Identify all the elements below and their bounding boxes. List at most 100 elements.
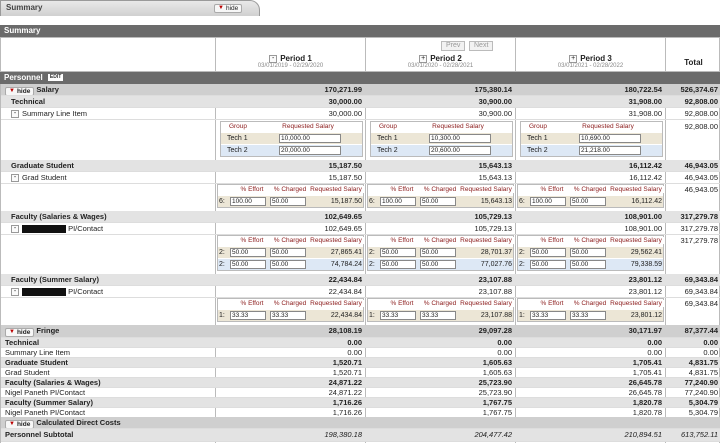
period-1-toggle[interactable]: -: [269, 55, 278, 64]
fringe-row: ▼ hide Fringe 28,108.19 29,097.28 30,171.…: [1, 325, 720, 338]
tech-subtable-p1: Group Requested Salary Tech 1 Tech 2 10,…: [220, 121, 363, 157]
charged-input[interactable]: 50.00: [270, 197, 306, 206]
fringe-cell: 1,820.78: [632, 408, 662, 417]
triangle-down-icon: ▼: [9, 421, 15, 427]
charged-input[interactable]: 50.00: [570, 248, 606, 257]
period-header: Prev Next - Period 1 03/01/2019 - 02/29/2…: [0, 37, 720, 73]
fringe-cell: 1,716.26: [332, 408, 362, 417]
charged-input[interactable]: 50.00: [420, 248, 456, 257]
fringe-cell: 25,723.90: [478, 388, 512, 397]
faculty-line-toggle[interactable]: -: [11, 225, 19, 234]
effort-input[interactable]: 50.00: [530, 260, 566, 269]
fringe-item-row: Faculty (Summer Salary) 1,716.26 1,767.75 1…: [1, 398, 720, 408]
fringe-cell: 1,767.75: [482, 408, 512, 417]
fringe-cell: Summary Line Item: [5, 348, 71, 357]
total-header: Total: [684, 58, 703, 67]
faculty-effort-p3: % Effort % Charged Requested Salary 2: 5…: [517, 235, 664, 271]
tech2-salary-input[interactable]: 21,218.00: [579, 146, 641, 155]
charged-input[interactable]: 50.00: [420, 260, 456, 269]
fringe-cell: 4,831.75: [688, 358, 718, 367]
fringe-cell: 1,520.71: [332, 358, 362, 367]
fringe-cell: 5,304.79: [688, 408, 718, 417]
effort-input[interactable]: 100.00: [230, 197, 266, 206]
cdc-hide-button[interactable]: ▼ hide: [5, 420, 35, 428]
fringe-item-row: Grad Student 1,520.71 1,605.63 1,705.41 4,83…: [1, 368, 720, 378]
faculty-effort-p1: % Effort % Charged Requested Salary 2: 5…: [217, 235, 364, 271]
tech1-salary-input[interactable]: 10,000.00: [279, 134, 341, 143]
fringe-cell: 0.00: [703, 338, 718, 347]
fringe-cell: 77,240.90: [684, 378, 718, 387]
period-3-toggle[interactable]: +: [569, 55, 578, 64]
charged-input[interactable]: 50.00: [570, 260, 606, 269]
fringe-cell: 1,605.63: [482, 358, 512, 367]
fringe-cell: Faculty (Summer Salary): [5, 398, 93, 407]
fringe-cell: 0.00: [647, 348, 662, 357]
fringe-item-row: Nigel Paneth PI/Contact 24,871.22 25,723.9…: [1, 388, 720, 398]
charged-input[interactable]: 50.00: [270, 260, 306, 269]
tab-title: Summary: [6, 3, 43, 12]
fringe-cell: 24,871.22: [328, 388, 362, 397]
effort-input[interactable]: 50.00: [380, 248, 416, 257]
fringe-cell: Nigel Paneth PI/Contact: [5, 388, 86, 397]
prev-button[interactable]: Prev: [441, 41, 466, 51]
charged-input[interactable]: 33.33: [570, 311, 606, 320]
effort-input[interactable]: 33.33: [380, 311, 416, 320]
fringe-item-row: Graduate Student 1,520.71 1,605.63 1,705.41…: [1, 358, 720, 368]
effort-input[interactable]: 33.33: [230, 311, 266, 320]
personnel-header: Personnel EDIT: [0, 72, 720, 84]
fringe-cell: 1,767.75: [482, 398, 512, 407]
fringe-item-row: Faculty (Salaries & Wages) 24,871.22 25,72…: [1, 378, 720, 388]
fringe-cell: 1,520.71: [332, 368, 362, 377]
salary-hide-button[interactable]: ▼ hide: [5, 87, 35, 95]
period-2-toggle[interactable]: +: [419, 55, 428, 64]
tech-subtable-p3: Group Requested Salary Tech 1 Tech 2 10,…: [520, 121, 663, 157]
fringe-cell: 0.00: [347, 338, 362, 347]
period-1-header: - Period 1 03/01/2019 - 02/29/2020: [257, 54, 324, 70]
fringe-cell: 1,705.41: [632, 368, 662, 377]
charged-input[interactable]: 50.00: [570, 197, 606, 206]
grad-effort-p2: % Effort % Charged Requested Salary 6: 1…: [367, 184, 514, 208]
fringe-cell: 26,645.78: [628, 388, 662, 397]
fringe-cell: 26,645.78: [628, 378, 662, 387]
tech2-salary-input[interactable]: 20,000.00: [279, 146, 341, 155]
charged-input[interactable]: 33.33: [420, 311, 456, 320]
effort-input[interactable]: 33.33: [530, 311, 566, 320]
summary-line-toggle[interactable]: -: [11, 110, 19, 119]
subtotal-row: Personnel Subtotal 198,380.18 204,477.42…: [1, 429, 720, 442]
fringe-cell: 1,705.41: [632, 358, 662, 367]
tech1-salary-input[interactable]: 10,690.00: [579, 134, 641, 143]
fringe-cell: 1,605.63: [482, 368, 512, 377]
fringe-cell: 24,871.22: [328, 378, 362, 387]
edit-button[interactable]: EDIT: [47, 74, 64, 82]
grad-line-row: - Grad Student 15,187.50 15,643.13 16,112…: [1, 172, 720, 184]
tech1-salary-input[interactable]: 10,300.00: [429, 134, 491, 143]
technical-row: Technical 30,000.00 30,900.00 31,908.00 …: [1, 96, 720, 108]
tech2-salary-input[interactable]: 20,600.00: [429, 146, 491, 155]
effort-input[interactable]: 100.00: [530, 197, 566, 206]
grad-effort-p1: % Effort % Charged Requested Salary 6: 1…: [217, 184, 364, 208]
summer-effort-p1: % Effort % Charged Requested Salary 1: 3…: [217, 298, 364, 322]
effort-input[interactable]: 50.00: [230, 248, 266, 257]
fringe-cell: Graduate Student: [5, 358, 68, 367]
effort-input[interactable]: 50.00: [230, 260, 266, 269]
next-button[interactable]: Next: [469, 41, 494, 51]
fringe-cell: 1,820.78: [632, 398, 662, 407]
charged-input[interactable]: 50.00: [270, 248, 306, 257]
redacted-name: [22, 225, 66, 234]
fringe-hide-button[interactable]: ▼ hide: [5, 328, 35, 337]
effort-input[interactable]: 100.00: [380, 197, 416, 206]
grad-line-toggle[interactable]: -: [11, 174, 19, 183]
tab-bar: Summary ▼ hide: [0, 0, 720, 18]
tab-hide-button[interactable]: ▼ hide: [214, 4, 243, 13]
charged-input[interactable]: 50.00: [420, 197, 456, 206]
tech-subtable-p2: Group Requested Salary Tech 1 Tech 2 10,…: [370, 121, 513, 157]
summer-effort-p2: % Effort % Charged Requested Salary 1: 3…: [367, 298, 514, 322]
effort-input[interactable]: 50.00: [530, 248, 566, 257]
fringe-cell: Nigel Paneth PI/Contact: [5, 408, 86, 417]
fringe-cell: 4,831.75: [688, 368, 718, 377]
summary-tab[interactable]: [0, 0, 260, 16]
effort-input[interactable]: 50.00: [380, 260, 416, 269]
summer-line-toggle[interactable]: -: [11, 288, 19, 297]
fringe-cell: 0.00: [497, 348, 512, 357]
charged-input[interactable]: 33.33: [270, 311, 306, 320]
